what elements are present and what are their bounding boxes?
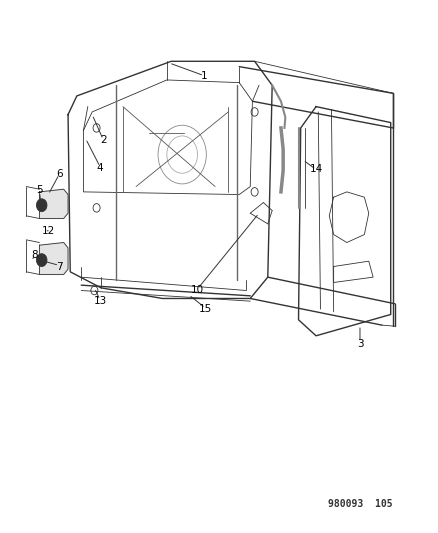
Text: 14: 14 bbox=[309, 165, 322, 174]
Text: 8: 8 bbox=[31, 250, 38, 260]
Text: 10: 10 bbox=[191, 285, 204, 295]
Text: 980093  105: 980093 105 bbox=[327, 499, 392, 508]
Text: 7: 7 bbox=[56, 262, 63, 271]
Text: 5: 5 bbox=[36, 185, 43, 195]
Text: 15: 15 bbox=[198, 304, 212, 314]
Circle shape bbox=[36, 254, 47, 266]
Text: 13: 13 bbox=[93, 296, 106, 306]
Text: 4: 4 bbox=[96, 163, 103, 173]
Text: 2: 2 bbox=[99, 135, 106, 144]
Text: 3: 3 bbox=[356, 339, 363, 349]
Text: 6: 6 bbox=[56, 169, 63, 179]
Polygon shape bbox=[39, 189, 68, 219]
Text: 1: 1 bbox=[200, 71, 207, 80]
Polygon shape bbox=[39, 243, 68, 274]
Circle shape bbox=[36, 199, 47, 212]
Text: 12: 12 bbox=[42, 226, 55, 236]
